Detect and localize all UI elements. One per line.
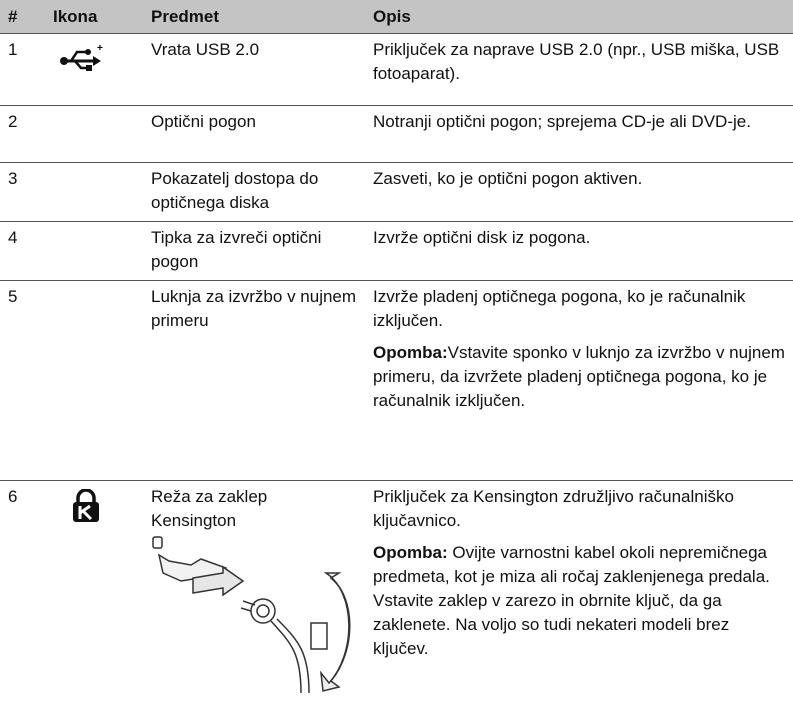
description: Notranji optični pogon; sprejema CD-je a… <box>373 110 785 134</box>
note-label: Opomba: <box>373 543 448 562</box>
header-row: # Ikona Predmet Opis <box>0 0 793 34</box>
description: Izvrže optični disk iz pogona. <box>373 226 785 250</box>
page: {"table": { "header": ["#", "Ikona", "Pr… <box>0 0 793 688</box>
item-cell: Reža za zaklep Kensington <box>143 481 365 706</box>
header-cell: Ikona <box>45 0 143 34</box>
description: Priključek za naprave USB 2.0 (npr., USB… <box>373 38 785 86</box>
icon-cell <box>45 106 143 163</box>
item: Optični pogon <box>143 106 365 163</box>
icon-cell <box>45 281 143 481</box>
number: 3 <box>0 163 45 222</box>
description-cell: Zasveti, ko je optični pogon aktiven. <box>365 163 793 222</box>
description: Priključek za Kensington združljivo raču… <box>373 485 785 533</box>
icon-cell <box>45 481 143 706</box>
row: 2 Optični pogon Notranji optični pogon; … <box>0 106 793 163</box>
note-label: Opomba: <box>373 343 448 362</box>
row: 1 + Vrata USB 2.0 Priključek za naprave … <box>0 34 793 106</box>
number: 4 <box>0 222 45 281</box>
item: Vrata USB 2.0 <box>143 34 365 106</box>
item: Tipka za izvreči optični pogon <box>143 222 365 281</box>
note: Opomba:Vstavite sponko v luknjo za izvrž… <box>373 341 785 413</box>
header-cell: Predmet <box>143 0 365 34</box>
description: Izvrže pladenj optičnega pogona, ko je r… <box>373 285 785 333</box>
header-cell: Opis <box>365 0 793 34</box>
icon-cell <box>45 163 143 222</box>
item: Reža za zaklep Kensington <box>151 485 357 533</box>
number: 6 <box>0 481 45 706</box>
header-cell: # <box>0 0 45 34</box>
row: 4 Tipka za izvreči optični pogon Izvrže … <box>0 222 793 281</box>
number: 5 <box>0 281 45 481</box>
description: Zasveti, ko je optični pogon aktiven. <box>373 167 785 191</box>
row: 6 Reža za zaklep Kensington <box>0 481 793 706</box>
icon-cell: + <box>45 34 143 106</box>
description-cell: Priključek za Kensington združljivo raču… <box>365 481 793 706</box>
description-cell: Izvrže pladenj optičnega pogona, ko je r… <box>365 281 793 481</box>
lock-illustration <box>151 533 351 693</box>
svg-text:+: + <box>97 44 103 54</box>
description-cell: Priključek za naprave USB 2.0 (npr., USB… <box>365 34 793 106</box>
note: Opomba: Ovijte varnostni kabel okoli nep… <box>373 541 785 661</box>
row: 3 Pokazatelj dostopa do optičnega diska … <box>0 163 793 222</box>
description-cell: Izvrže optični disk iz pogona. <box>365 222 793 281</box>
lock-icon <box>71 489 101 523</box>
number: 2 <box>0 106 45 163</box>
description-cell: Notranji optični pogon; sprejema CD-je a… <box>365 106 793 163</box>
item: Pokazatelj dostopa do optičnega diska <box>143 163 365 222</box>
usb-icon: + <box>59 44 103 74</box>
item: Luknja za izvržbo v nujnem primeru <box>143 281 365 481</box>
row: 5 Luknja za izvržbo v nujnem primeru Izv… <box>0 281 793 481</box>
icon-cell <box>45 222 143 281</box>
number: 1 <box>0 34 45 106</box>
